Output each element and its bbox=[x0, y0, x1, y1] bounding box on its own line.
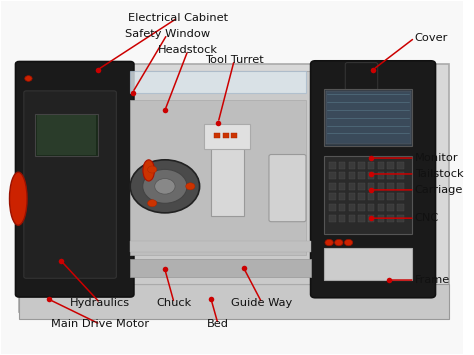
Bar bbox=[339, 193, 345, 201]
Bar bbox=[126, 71, 315, 284]
Bar bbox=[358, 215, 365, 222]
Bar bbox=[378, 204, 384, 211]
Circle shape bbox=[25, 76, 32, 81]
Bar bbox=[19, 284, 449, 319]
Circle shape bbox=[147, 166, 157, 173]
FancyBboxPatch shape bbox=[269, 154, 306, 222]
Bar bbox=[378, 193, 384, 201]
Text: Headstock: Headstock bbox=[158, 45, 218, 55]
Bar bbox=[397, 172, 403, 179]
Bar bbox=[397, 204, 403, 211]
FancyBboxPatch shape bbox=[24, 91, 116, 278]
Text: Bed: Bed bbox=[207, 319, 229, 329]
FancyBboxPatch shape bbox=[310, 61, 436, 298]
Bar bbox=[348, 172, 355, 179]
Bar bbox=[397, 215, 403, 222]
Bar bbox=[348, 162, 355, 169]
Bar bbox=[329, 215, 336, 222]
Bar bbox=[325, 248, 412, 280]
Bar bbox=[223, 133, 229, 138]
Polygon shape bbox=[19, 64, 449, 312]
Bar bbox=[378, 162, 384, 169]
Bar bbox=[130, 71, 306, 93]
Bar bbox=[368, 172, 374, 179]
Ellipse shape bbox=[143, 160, 155, 181]
Circle shape bbox=[335, 239, 343, 246]
Circle shape bbox=[325, 239, 333, 246]
Text: Hydraulics: Hydraulics bbox=[70, 298, 130, 308]
Bar bbox=[339, 172, 345, 179]
Bar bbox=[387, 204, 394, 211]
Bar bbox=[326, 91, 411, 144]
Bar bbox=[358, 204, 365, 211]
Bar bbox=[348, 204, 355, 211]
Bar bbox=[368, 193, 374, 201]
Text: Tool Turret: Tool Turret bbox=[205, 55, 264, 65]
Bar bbox=[358, 193, 365, 201]
Bar bbox=[358, 172, 365, 179]
Text: Cover: Cover bbox=[415, 33, 448, 43]
Bar bbox=[214, 133, 220, 138]
Bar bbox=[329, 162, 336, 169]
Text: Chuck: Chuck bbox=[156, 298, 192, 308]
Text: Carriage: Carriage bbox=[415, 185, 463, 195]
Bar bbox=[339, 204, 345, 211]
Bar bbox=[339, 215, 345, 222]
FancyBboxPatch shape bbox=[16, 61, 134, 297]
Bar bbox=[387, 215, 394, 222]
Text: Safety Window: Safety Window bbox=[125, 29, 210, 39]
Bar bbox=[368, 215, 374, 222]
Circle shape bbox=[147, 200, 157, 207]
Bar bbox=[387, 193, 394, 201]
Text: Guide Way: Guide Way bbox=[231, 298, 292, 308]
Bar bbox=[378, 183, 384, 190]
Bar bbox=[329, 172, 336, 179]
Bar bbox=[368, 183, 374, 190]
Bar bbox=[36, 114, 98, 156]
Bar bbox=[339, 183, 345, 190]
Bar bbox=[329, 193, 336, 201]
Circle shape bbox=[130, 160, 200, 213]
Bar bbox=[130, 100, 306, 255]
Bar bbox=[378, 172, 384, 179]
Bar bbox=[329, 204, 336, 211]
Bar bbox=[339, 162, 345, 169]
Bar bbox=[387, 162, 394, 169]
Bar bbox=[368, 162, 374, 169]
Bar bbox=[397, 162, 403, 169]
Bar bbox=[348, 183, 355, 190]
Bar bbox=[348, 193, 355, 201]
Bar bbox=[358, 162, 365, 169]
Circle shape bbox=[186, 183, 195, 190]
Bar bbox=[325, 89, 412, 146]
Text: Electrical Cabinet: Electrical Cabinet bbox=[128, 13, 228, 23]
Bar bbox=[211, 128, 244, 217]
Text: Tailstock: Tailstock bbox=[415, 169, 463, 179]
FancyBboxPatch shape bbox=[345, 62, 378, 94]
Text: Frame: Frame bbox=[415, 275, 450, 285]
Bar bbox=[378, 215, 384, 222]
Bar bbox=[348, 215, 355, 222]
Bar bbox=[325, 156, 412, 234]
Bar bbox=[358, 183, 365, 190]
Circle shape bbox=[143, 169, 187, 203]
Bar bbox=[130, 259, 310, 277]
Bar bbox=[387, 183, 394, 190]
Circle shape bbox=[155, 179, 175, 194]
Text: Main Drive Motor: Main Drive Motor bbox=[51, 319, 149, 329]
Bar bbox=[397, 193, 403, 201]
Bar bbox=[329, 183, 336, 190]
Bar bbox=[37, 115, 96, 155]
Text: CNC: CNC bbox=[415, 213, 439, 223]
Circle shape bbox=[345, 239, 353, 246]
Ellipse shape bbox=[9, 172, 27, 225]
Bar bbox=[368, 204, 374, 211]
Bar bbox=[204, 125, 250, 149]
Bar bbox=[231, 133, 237, 138]
Bar bbox=[397, 183, 403, 190]
Bar bbox=[387, 172, 394, 179]
Bar bbox=[130, 241, 310, 252]
Text: Monitor: Monitor bbox=[415, 153, 458, 163]
